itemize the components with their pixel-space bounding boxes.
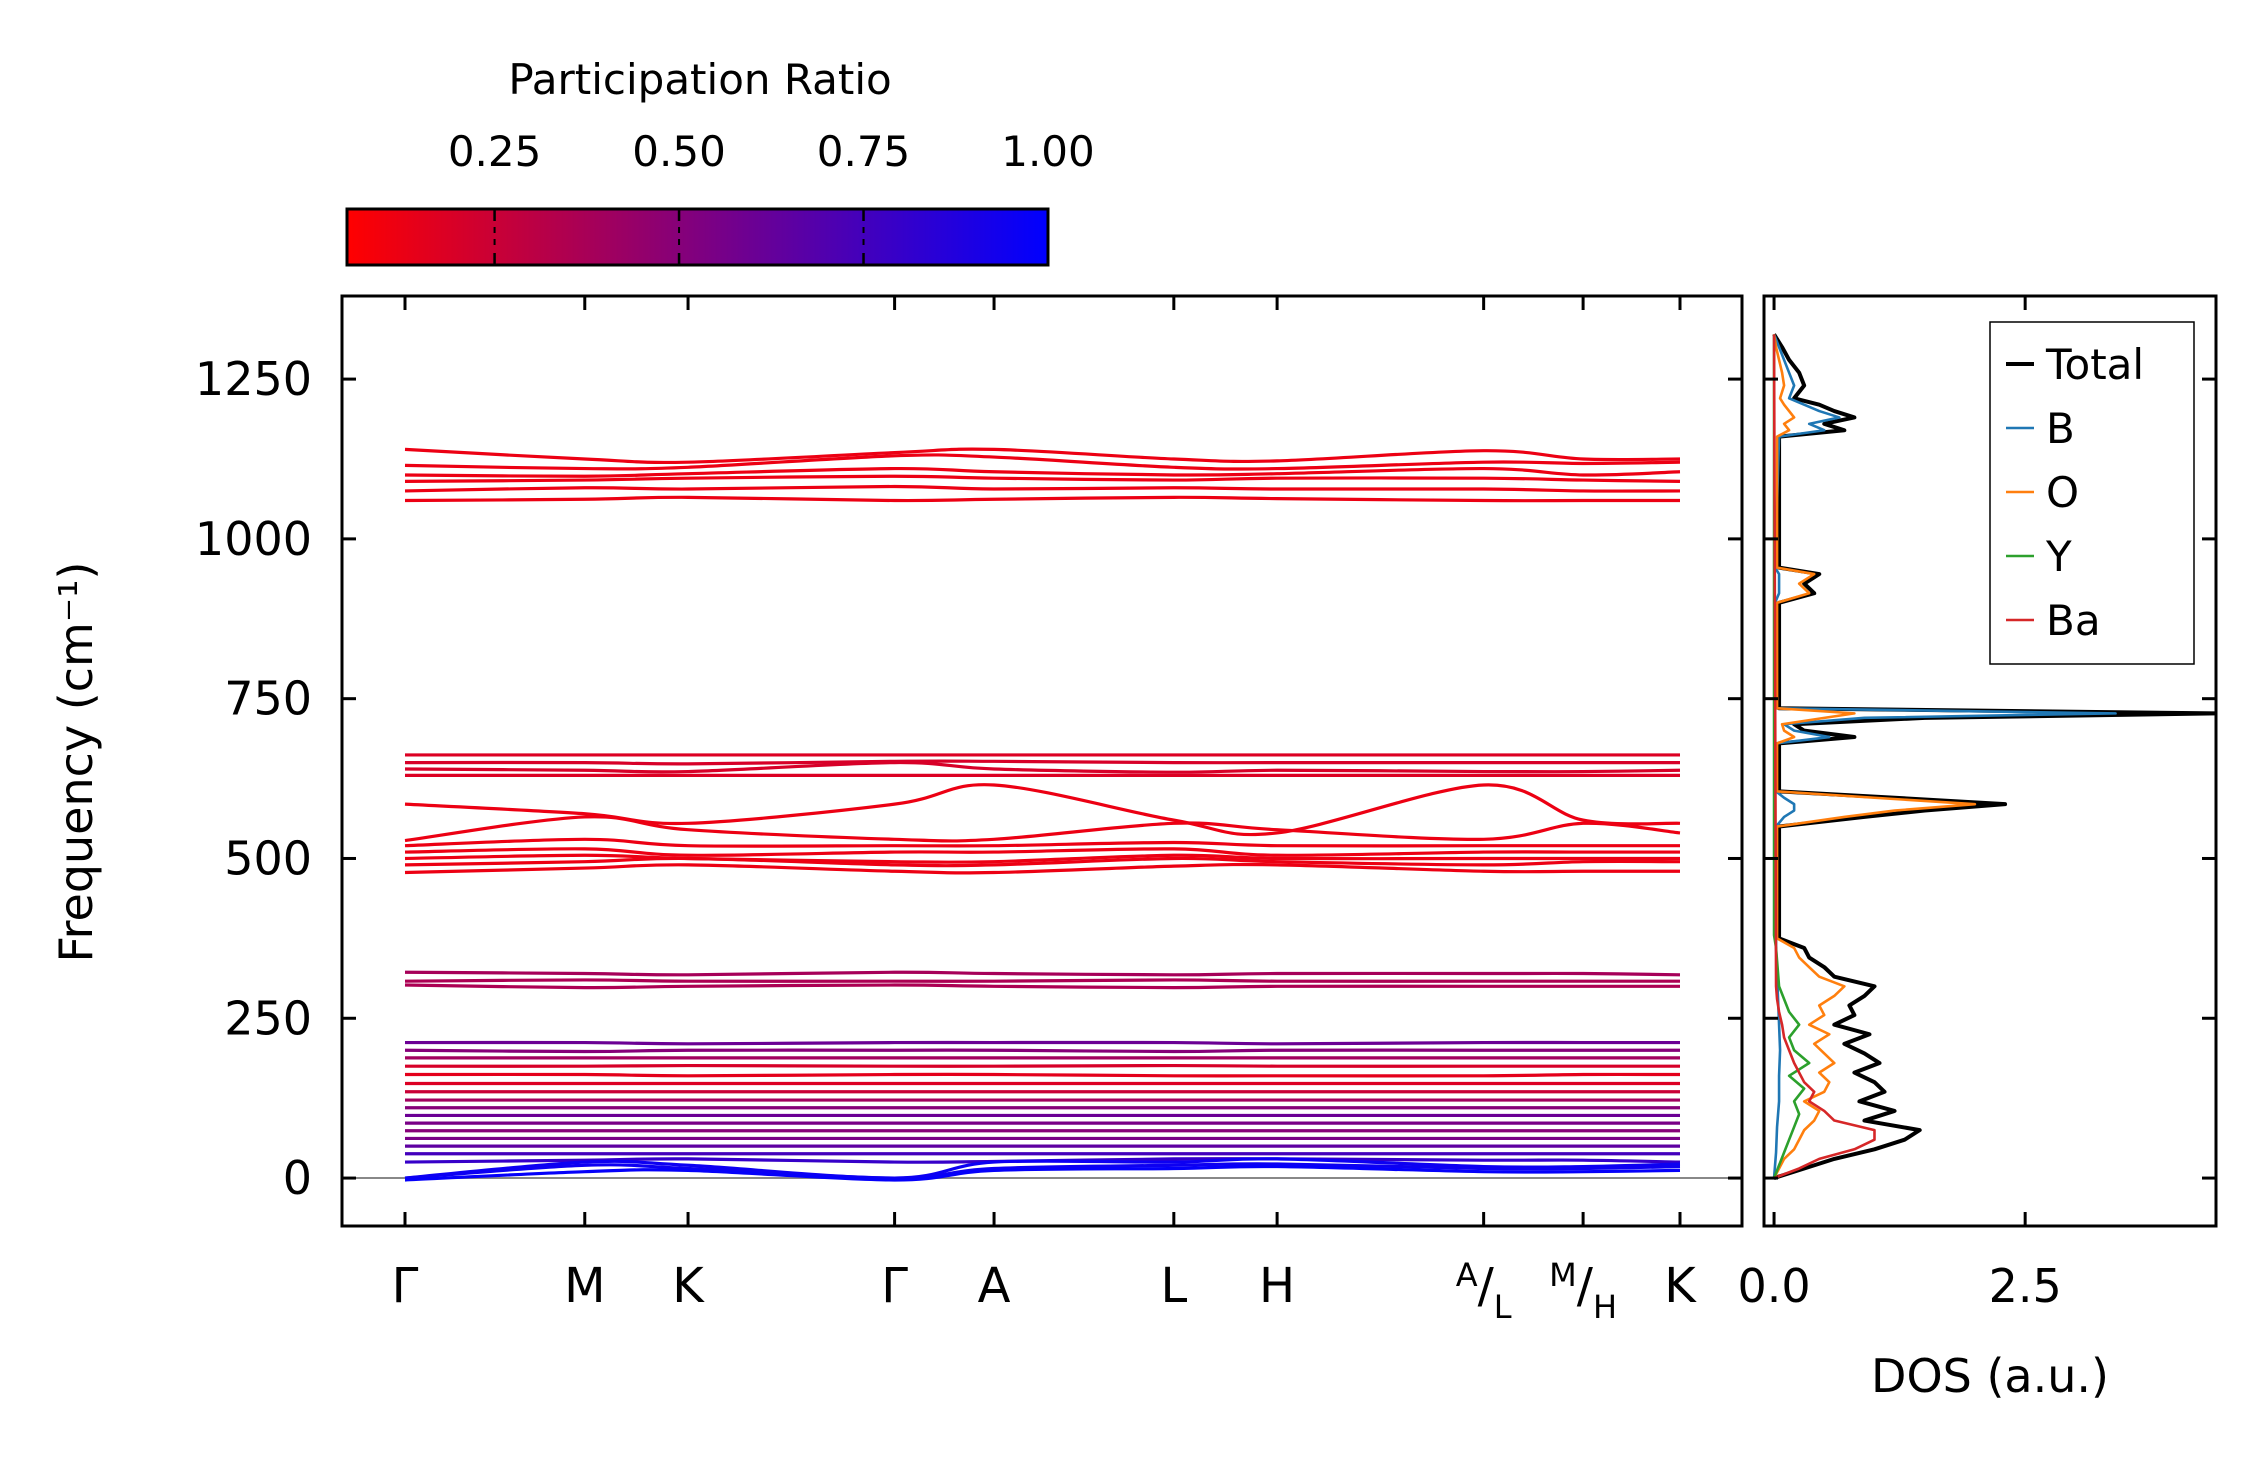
kpoint-label: L	[1160, 1258, 1187, 1314]
colorbar-tick-label: 1.00	[1001, 127, 1095, 176]
phonon-band	[404, 1162, 1681, 1180]
legend-label: Ba	[2046, 596, 2101, 645]
band-ylabel: Frequency (cm⁻¹)	[49, 562, 103, 963]
colorbar-tick-label: 0.75	[817, 127, 911, 176]
phonon-band	[404, 1157, 1681, 1180]
phonon-band	[404, 862, 1680, 875]
phonon-band	[404, 783, 1681, 837]
dos-axes-frame	[1762, 294, 2218, 1228]
band-lines	[404, 447, 1681, 1182]
colorbar-tick-label: 0.25	[448, 127, 542, 176]
phonon-band	[404, 847, 1680, 857]
kpoint-label: A/L	[1456, 1256, 1512, 1326]
legend-label: O	[2046, 468, 2079, 517]
phonon-band	[404, 466, 1681, 478]
colorbar-tick-label: 0.50	[632, 127, 726, 176]
colorbar-ticks: 0.25 0.50 0.75 1.00	[448, 127, 1095, 265]
phonon-band	[404, 983, 1680, 990]
colorbar	[345, 207, 1050, 267]
phonon-band	[404, 815, 1681, 843]
phonon-band	[404, 495, 1680, 503]
band-ytick-label: 500	[224, 831, 312, 885]
band-ytick-label: 1250	[195, 352, 312, 406]
dos-lines	[1772, 333, 2216, 1180]
phonon-band	[404, 474, 1681, 483]
kpoint-label: K	[1664, 1258, 1697, 1314]
dos-curve	[1772, 333, 2216, 1180]
band-ytick-label: 250	[224, 991, 312, 1045]
kpoint-labels: Γ M K Γ A L H A/L M/H K	[392, 1256, 1698, 1326]
phonon-band	[404, 484, 1681, 493]
phonon-band	[404, 978, 1680, 983]
colorbar-label: Participation Ratio	[508, 55, 891, 104]
dos-xtick-label: 2.5	[1989, 1259, 2062, 1313]
kpoint-label: M/H	[1549, 1256, 1617, 1326]
dos-curve	[1772, 334, 1977, 1179]
phonon-band	[404, 1063, 1680, 1068]
kpoint-label: Γ	[392, 1258, 419, 1314]
dos-curve	[1772, 334, 1876, 1180]
legend-label: Y	[2045, 532, 2072, 581]
band-ytick-label: 750	[224, 672, 312, 726]
phonon-band	[404, 837, 1680, 848]
dos-ticks	[1764, 296, 2216, 1226]
dos-curve	[1772, 334, 1811, 1179]
legend-items: Total BOY Ba	[2006, 340, 2144, 645]
dos-xtick-labels: 0.0 2.5	[1737, 1259, 2061, 1313]
band-ytick-label: 0	[283, 1151, 312, 1205]
legend-label: Total	[2045, 340, 2144, 389]
kpoint-label: M	[564, 1258, 605, 1314]
phonon-band	[404, 1164, 1681, 1182]
dos-xlabel: DOS (a.u.)	[1871, 1349, 2109, 1403]
kpoint-label: A	[978, 1258, 1011, 1314]
phonon-band	[404, 1048, 1680, 1054]
phonon-band	[404, 1040, 1680, 1046]
phonon-band	[404, 453, 1681, 471]
phonon-band	[404, 447, 1681, 465]
phonon-band	[404, 759, 1680, 766]
band-ytick-label: 1000	[195, 512, 312, 566]
legend-label: B	[2046, 404, 2075, 453]
kpoint-label: H	[1259, 1258, 1295, 1314]
phonon-band	[404, 853, 1680, 864]
dos-xtick-label: 0.0	[1737, 1259, 1810, 1313]
phonon-band	[404, 856, 1681, 868]
band-axes-frame	[340, 294, 1744, 1228]
phonon-band	[404, 760, 1681, 774]
kpoint-label: K	[672, 1258, 705, 1314]
band-yticks	[342, 296, 1742, 1226]
phonon-band	[404, 970, 1681, 977]
phonon-band	[404, 1072, 1681, 1078]
dos-legend: Total BOY Ba	[1989, 321, 2195, 665]
band-ytick-labels: 0 250 500 750 1000 1250	[195, 352, 312, 1205]
kpoint-label: Γ	[881, 1258, 908, 1314]
